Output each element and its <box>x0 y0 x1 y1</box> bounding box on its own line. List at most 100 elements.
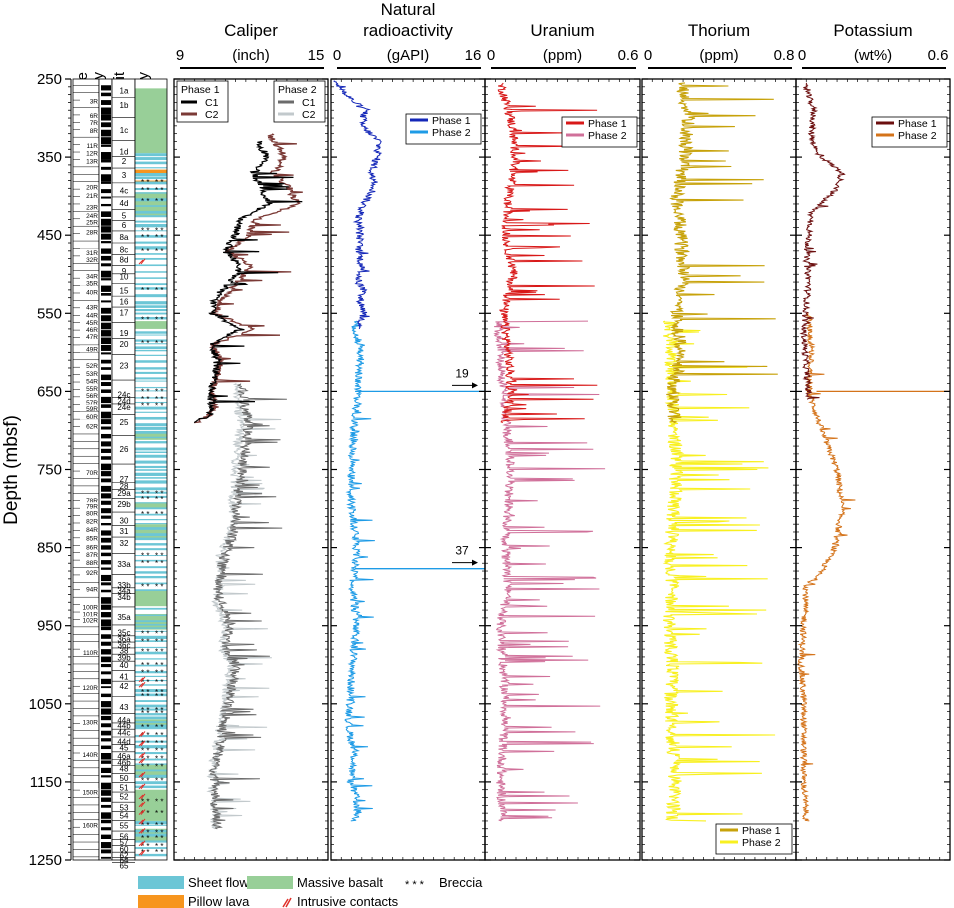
lithology-legend-label: Sheet flows <box>188 875 256 890</box>
core-label-bg <box>80 141 99 149</box>
track-unit-label: (gAPI) <box>387 47 430 64</box>
unit-label: 10 <box>120 273 129 282</box>
recovery-bar <box>101 537 111 543</box>
depth-tick-label: 750 <box>37 462 62 479</box>
track-frame-potassium <box>795 78 951 861</box>
lithology-sheet-flow <box>135 192 167 194</box>
breccia-mark: * * <box>141 510 149 519</box>
lithology-legend-massive-basalt: Massive basalt <box>247 875 383 890</box>
lithology-sheet-flow <box>135 153 167 157</box>
recovery-bar <box>101 411 111 419</box>
depth-tick-label: 850 <box>37 540 62 557</box>
breccia-mark: * * <box>155 706 163 715</box>
core-label-bg <box>80 211 99 219</box>
breccia-mark: * * <box>155 227 163 236</box>
recovery-bar <box>101 152 111 160</box>
recovery-bar <box>101 708 111 715</box>
unit-label: 44c <box>118 729 131 738</box>
core-label: 78R <box>86 498 98 505</box>
unit-label: 31 <box>120 527 129 536</box>
lithology-legend-swatch <box>138 895 184 908</box>
track-max-label: 15 <box>308 47 325 64</box>
recovery-bar <box>101 218 111 226</box>
breccia-mark: * * <box>155 490 163 499</box>
core-label: 12R <box>86 151 98 158</box>
annotation-arrow-head <box>472 559 478 566</box>
lithology-sheet-flow <box>135 349 167 352</box>
unit-label: 41 <box>120 672 129 681</box>
core-label-bg <box>80 412 99 420</box>
lithology-sheet-flow <box>135 312 167 315</box>
lithology-sheet-flow <box>135 721 167 724</box>
unit-label: 44b <box>117 722 131 731</box>
lithology-sheet-flow <box>135 215 167 218</box>
breccia-mark: * * <box>155 630 163 639</box>
recovery-bar <box>101 404 111 408</box>
breccia-mark: * * <box>141 227 149 236</box>
recovery-bar <box>101 337 111 345</box>
core-label-bg <box>80 118 99 126</box>
lithology-sheet-flow <box>135 401 167 404</box>
intrusive-contact-mark <box>138 731 146 737</box>
breccia-mark: * * <box>155 754 163 763</box>
legend-label: Phase 2 <box>588 130 627 142</box>
recovery-bar <box>101 359 111 364</box>
breccia-mark: * * <box>141 551 149 560</box>
intrusive-contact-mark <box>138 771 146 778</box>
annotation-label: 19 <box>455 366 469 380</box>
lithology-sheet-flow <box>135 377 167 380</box>
lithology-sheet-flow <box>135 724 167 728</box>
potassium-curves <box>797 82 950 822</box>
breccia-mark: * * <box>141 797 149 806</box>
breccia-mark: * * <box>155 339 163 348</box>
recovery-bar <box>101 278 111 281</box>
lithology-sheet-flow <box>135 301 167 305</box>
breccia-mark: * * <box>155 637 163 646</box>
unit-label: 29a <box>117 489 131 498</box>
core-label: 35R <box>86 280 98 287</box>
lithology-sheet-flow <box>135 684 167 686</box>
core-label-bg <box>80 602 99 610</box>
core-label: 102R <box>82 618 98 625</box>
core-label: 28R <box>86 230 98 237</box>
recovery-bar <box>101 715 111 721</box>
unit-label: 2 <box>122 157 127 166</box>
track-title: radioactivity <box>363 21 453 40</box>
breccia-mark: * * <box>155 233 163 242</box>
recovery-bar <box>101 738 111 742</box>
core-label: 87R <box>86 552 98 559</box>
track-title: Natural <box>381 0 436 19</box>
breccia-mark: * * <box>141 490 149 499</box>
unit-column: 1a1b1c1d234c4d568a8c8d91015161719202324c… <box>111 78 136 870</box>
lithology-sheet-flow <box>135 465 167 469</box>
unit-label: 1b <box>120 101 129 110</box>
lithology-legend-pillow-lava: Pillow lava <box>138 894 250 908</box>
core-label: 140R <box>82 752 98 759</box>
breccia-mark: * * <box>141 723 149 732</box>
recovery-bar <box>101 285 111 292</box>
unit-label: 33b <box>117 581 131 590</box>
breccia-mark: * * <box>155 387 163 396</box>
lithology-sheet-flow <box>135 317 167 320</box>
lithology-legend-swatch <box>138 876 184 889</box>
recovery-bar <box>101 804 111 808</box>
lithology-sheet-flow <box>135 305 167 308</box>
recovery-bar <box>101 782 111 790</box>
depth-axis-label: Depth (mbsf) <box>1 415 22 525</box>
lithology-sheet-flow <box>135 451 167 454</box>
lithology-sheet-flow <box>135 769 167 772</box>
core-label-bg <box>80 534 99 542</box>
uranium-curves <box>493 82 606 822</box>
recovery-bar <box>101 493 111 499</box>
recovery-bar <box>101 723 111 728</box>
core-label: 44R <box>86 312 98 319</box>
recovery-bar <box>101 129 111 137</box>
recovery-bar <box>101 203 111 207</box>
legend-label: Phase 1 <box>588 118 627 130</box>
recovery-bar <box>101 471 111 477</box>
core-label-bg <box>80 157 99 165</box>
